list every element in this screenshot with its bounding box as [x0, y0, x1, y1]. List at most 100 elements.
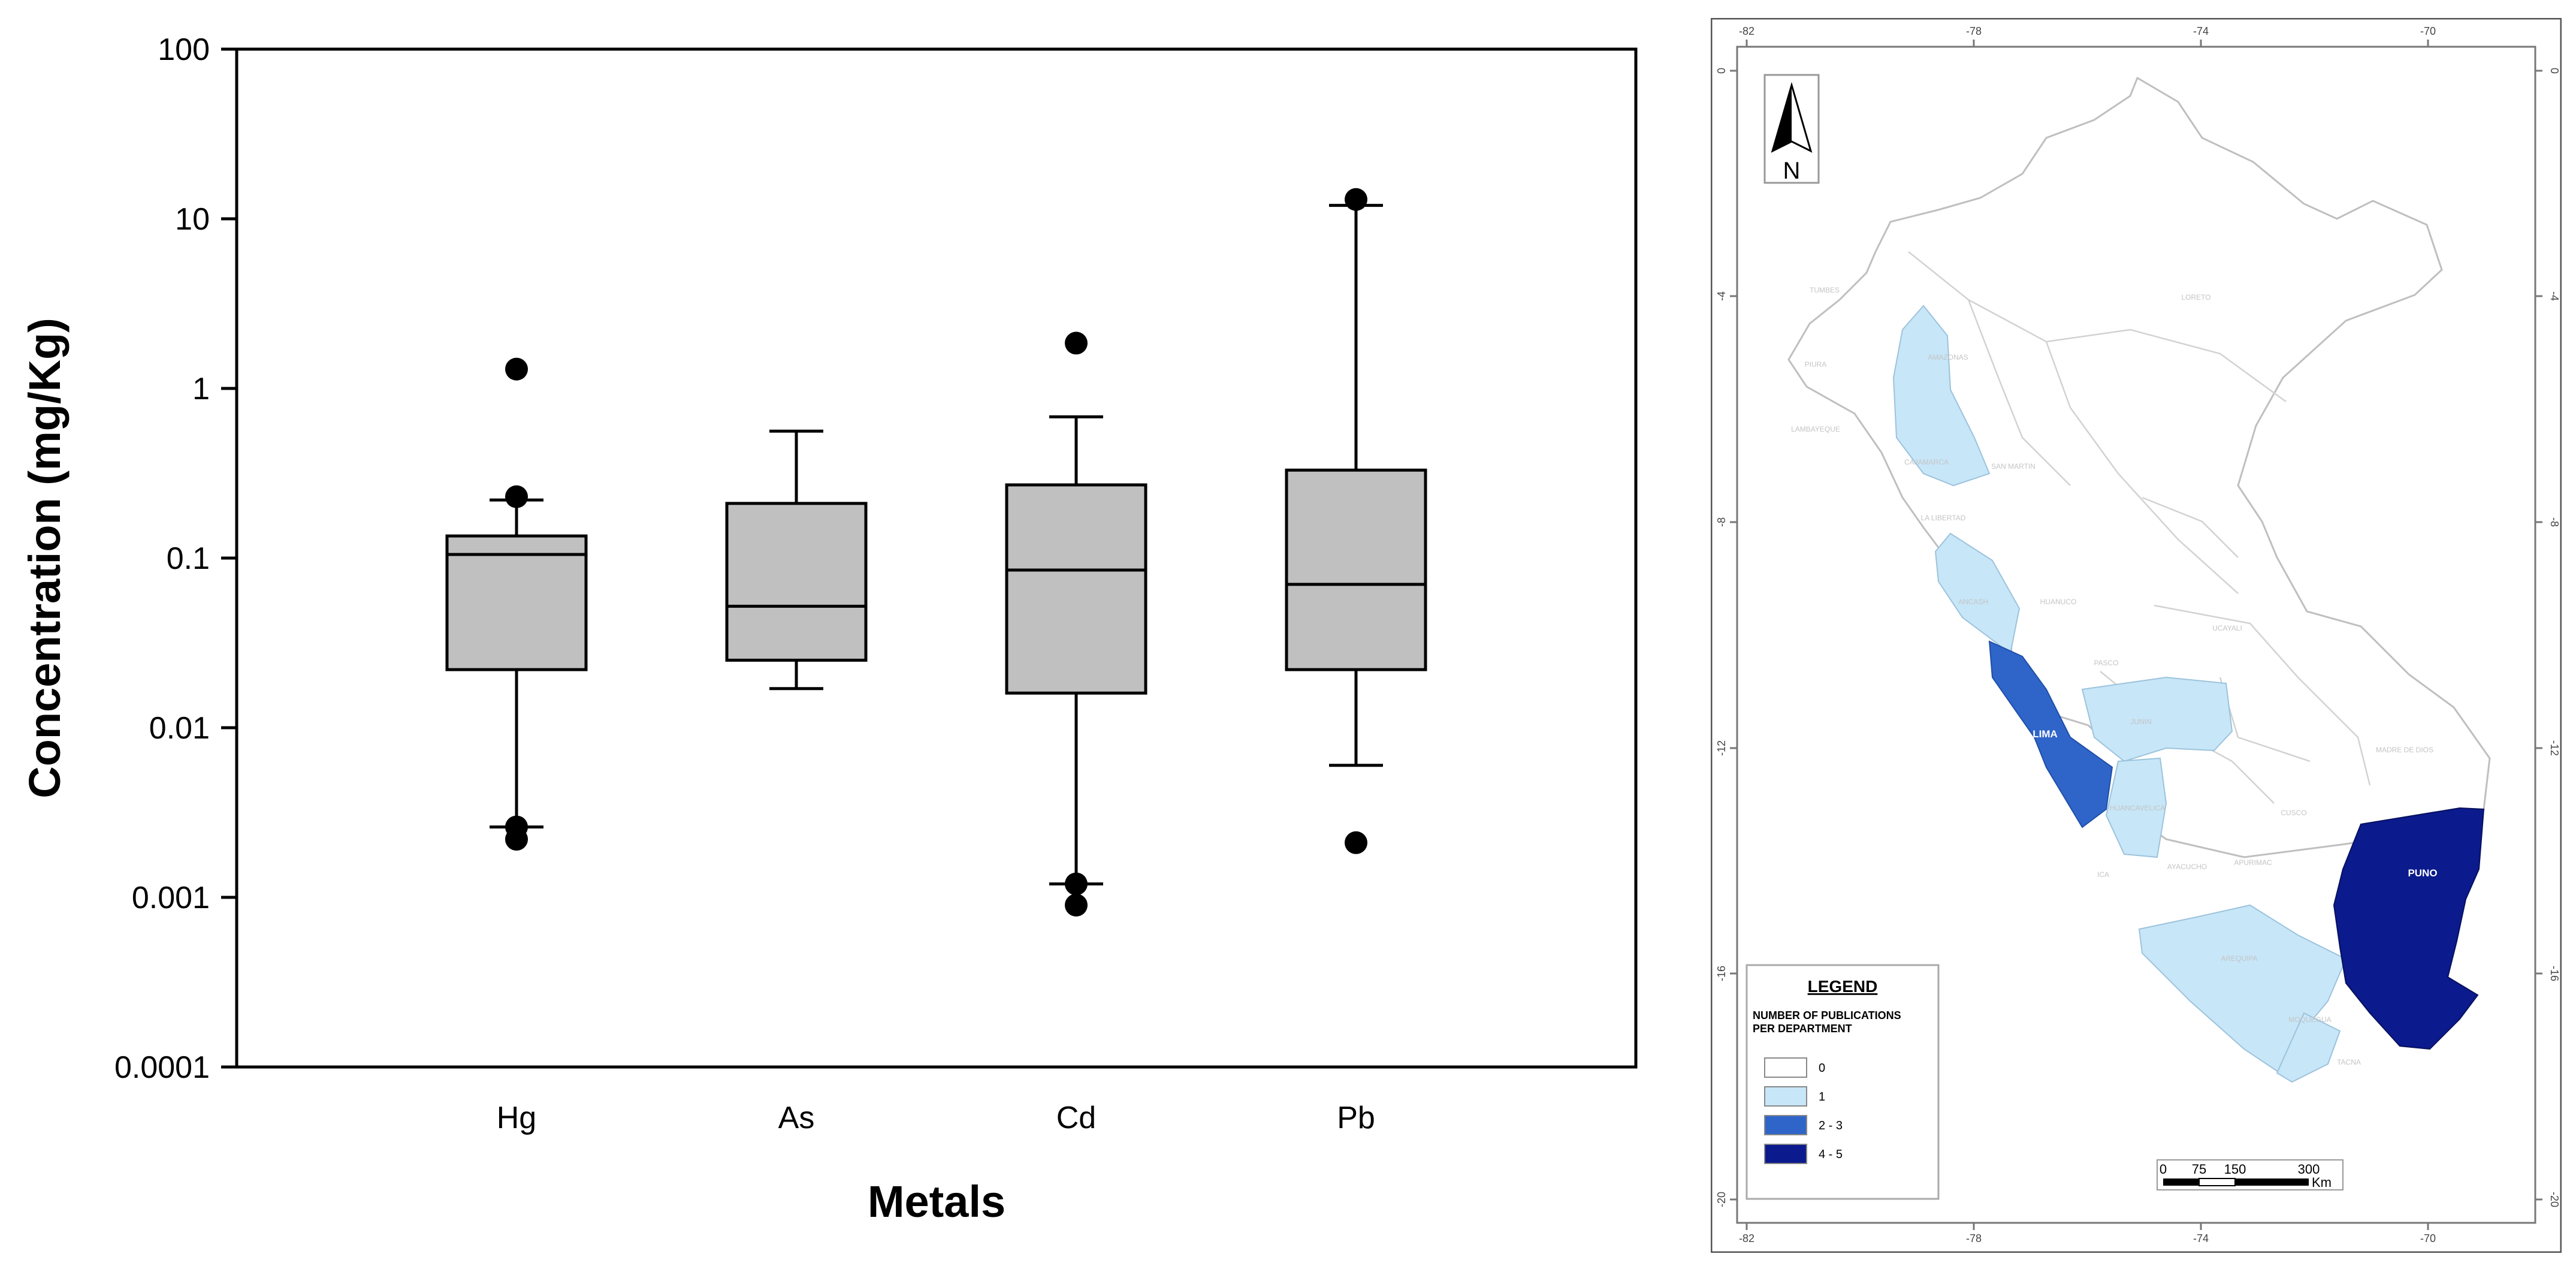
box-cd	[1005, 483, 1147, 695]
scale-tick-2: 150	[2224, 1162, 2246, 1177]
north-arrow: N	[1763, 74, 1820, 184]
box-as	[725, 502, 868, 662]
box-plot-chart: 0.0001 0.001 0.01 0.1 1 10 100 Hg As Cd Pb Concen…	[20, 32, 1638, 1226]
lat-label-right: -20	[2548, 1192, 2560, 1207]
label-arequipa: AREQUIPA	[2221, 954, 2257, 963]
legend-subtitle-line1: NUMBER OF PUBLICATIONS	[1753, 1009, 1901, 1021]
map-legend: LEGEND NUMBER OF PUBLICATIONS PER DEPART…	[1745, 964, 1940, 1200]
x-tick-label: Cd	[1056, 1101, 1096, 1135]
outlier-point	[505, 485, 528, 508]
lon-label-bottom: -74	[2193, 1232, 2209, 1244]
y-tick-label: 10	[175, 202, 210, 237]
peru-publications-map: -82 -78 -74 -70 -82 -78 -74 -70 0 -4 -8 …	[1711, 18, 2562, 1253]
label-pasco: PASCO	[2094, 659, 2118, 667]
y-tick-label: 0.1	[167, 541, 210, 576]
outlier-point	[1065, 872, 1088, 896]
label-cusco: CUSCO	[2281, 809, 2306, 817]
graticule-labels: -82 -78 -74 -70 -82 -78 -74 -70 0 -4 -8 …	[1716, 25, 2560, 1244]
legend-title: LEGEND	[1808, 977, 1878, 996]
department-lima	[1988, 640, 2113, 828]
lat-label-left: -12	[1716, 740, 1728, 756]
lon-label-top: -78	[1966, 25, 1982, 37]
outlier-point	[505, 828, 528, 851]
legend-label-2: 2 - 3	[1819, 1119, 1843, 1132]
y-tick-label: 0.01	[149, 711, 210, 746]
label-la-libertad: LA LIBERTAD	[1921, 514, 1966, 522]
y-tick-label: 0.0001	[114, 1050, 210, 1085]
legend-subtitle-line2: PER DEPARTMENT	[1753, 1023, 1852, 1035]
faint-department-labels: TUMBES PIURA LAMBAYEQUE AMAZONAS CAJAMAR…	[1791, 286, 2433, 1066]
y-tick-label: 0.001	[132, 881, 210, 915]
department-moquegua	[2276, 1012, 2341, 1083]
legend-label-0: 0	[1819, 1062, 1825, 1075]
legend-swatch-2	[1764, 1115, 1807, 1135]
x-axis-ticks: Hg As Cd Pb	[497, 1101, 1375, 1135]
label-huanuco: HUANUCO	[2040, 598, 2077, 606]
box-hg	[445, 534, 588, 671]
label-ucayali: UCAYALI	[2212, 624, 2242, 632]
legend-swatch-3	[1764, 1144, 1807, 1164]
scale-bar: 0 75 150 300 Km	[2157, 1159, 2344, 1190]
department-cajamarca	[1892, 305, 1991, 487]
label-tumbes: TUMBES	[1810, 286, 1840, 294]
outlier-point	[505, 357, 528, 381]
label-amazonas: AMAZONAS	[1928, 353, 1968, 361]
y-axis-ticks: 0.0001 0.001 0.01 0.1 1 10 100	[114, 32, 237, 1085]
box-pb	[1285, 468, 1427, 671]
department-huancavelica	[2105, 757, 2167, 858]
label-moquegua: MOQUEGUA	[2288, 1015, 2331, 1024]
department-ancash	[1934, 532, 2021, 655]
outlier-point	[1065, 893, 1088, 917]
lat-label-left: -4	[1716, 291, 1728, 301]
legend-swatch-1	[1764, 1086, 1807, 1107]
label-madre-de-dios: MADRE DE DIOS	[2376, 746, 2433, 754]
label-lambayeque: LAMBAYEQUE	[1791, 425, 1840, 433]
lon-label-top: -70	[2420, 25, 2436, 37]
lat-label-right: -16	[2548, 966, 2560, 981]
legend-label-1: 1	[1819, 1090, 1825, 1104]
department-puno	[2333, 807, 2485, 1050]
label-ancash: ANCASH	[1958, 598, 1988, 606]
y-tick-label: 1	[192, 372, 210, 406]
legend-swatch-0	[1764, 1057, 1807, 1078]
label-san-martin: SAN MARTIN	[1991, 462, 2036, 471]
x-tick-label: Pb	[1337, 1101, 1375, 1135]
graticule-ticks	[1730, 40, 2542, 1230]
lat-label-left: 0	[1716, 68, 1728, 74]
lat-label-right: -12	[2548, 740, 2560, 756]
y-axis-title: Concentration (mg/Kg)	[20, 318, 70, 798]
label-piura: PIURA	[1805, 360, 1827, 369]
lat-label-right: -4	[2548, 291, 2560, 301]
lat-label-left: -20	[1716, 1192, 1728, 1207]
x-tick-label: As	[778, 1101, 815, 1135]
label-puno: PUNO	[2408, 867, 2437, 879]
label-ayacucho: AYACUCHO	[2167, 863, 2207, 871]
department-junin	[2081, 676, 2233, 762]
scale-tick-3: 300	[2298, 1162, 2320, 1177]
outlier-point	[1065, 331, 1088, 355]
lat-label-left: -8	[1716, 517, 1728, 527]
north-label: N	[1783, 158, 1801, 184]
label-cajamarca: CAJAMARCA	[1904, 458, 1949, 466]
label-huancavelica: HUANCAVELICA	[2110, 804, 2165, 812]
label-tacna: TACNA	[2337, 1058, 2361, 1066]
label-lima: LIMA	[2033, 728, 2058, 740]
label-loreto: LORETO	[2181, 293, 2210, 302]
legend-label-3: 4 - 5	[1819, 1148, 1843, 1161]
x-axis-title: Metals	[868, 1177, 1005, 1226]
lat-label-right: 0	[2548, 68, 2560, 74]
label-ica: ICA	[2097, 870, 2109, 879]
lon-label-bottom: -70	[2420, 1232, 2436, 1244]
lat-label-left: -16	[1716, 966, 1728, 981]
scale-tick-1: 75	[2192, 1162, 2206, 1177]
label-junin: JUNIN	[2130, 718, 2151, 726]
lat-label-right: -8	[2548, 517, 2560, 527]
lon-label-bottom: -82	[1739, 1232, 1754, 1244]
scale-tick-0: 0	[2160, 1162, 2167, 1177]
lon-label-top: -82	[1739, 25, 1754, 37]
outlier-point	[1345, 831, 1367, 854]
label-apurimac: APURIMAC	[2234, 858, 2272, 867]
lon-label-top: -74	[2193, 25, 2209, 37]
scale-unit: Km	[2312, 1175, 2332, 1190]
